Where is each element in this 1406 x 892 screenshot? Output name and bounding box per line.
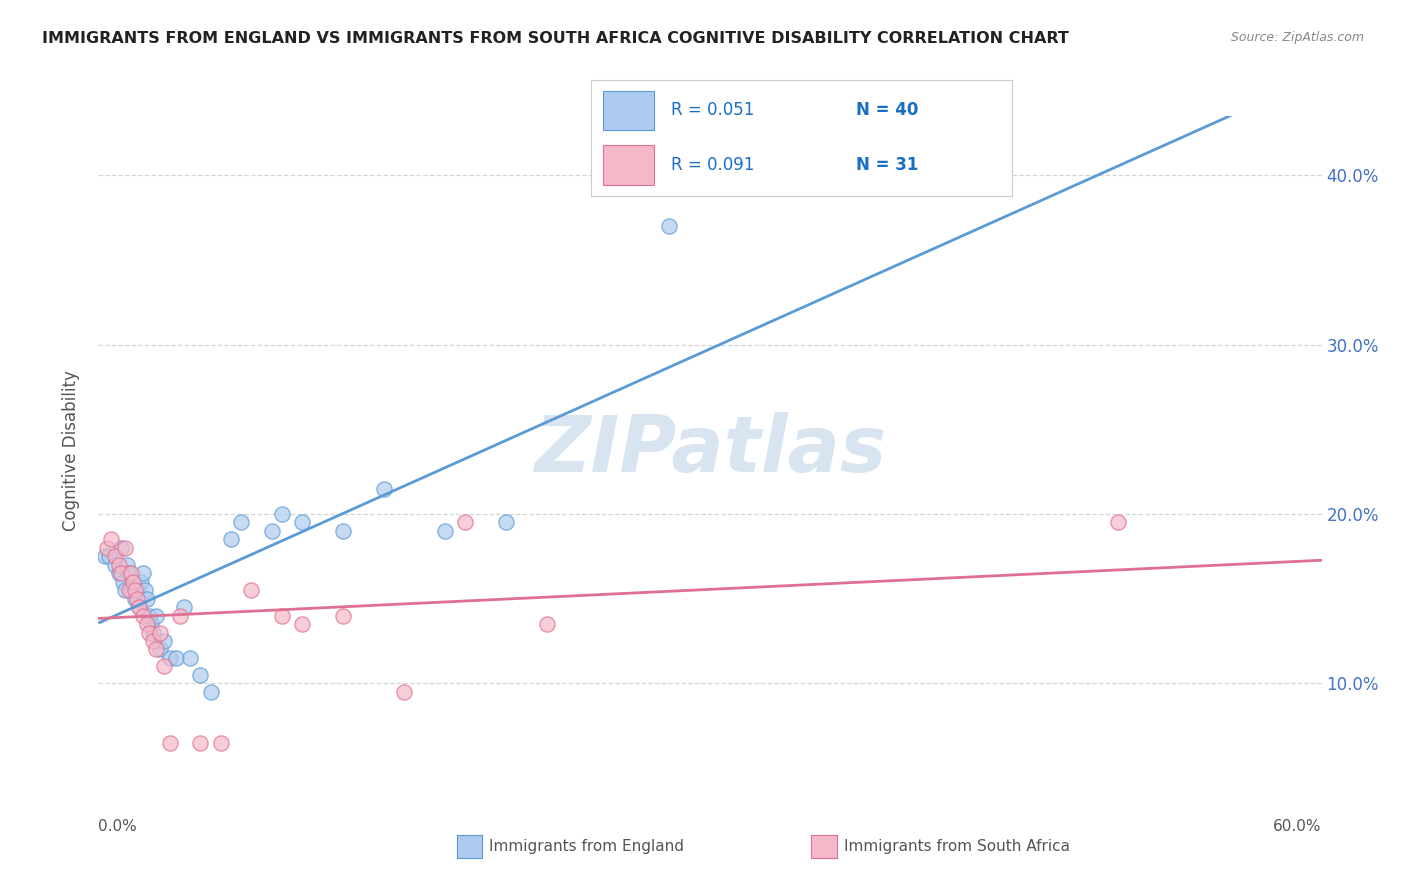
Point [145,642,167,657]
Text: IMMIGRANTS FROM ENGLAND VS IMMIGRANTS FROM SOUTH AFRICA COGNITIVE DISABILITY COR: IMMIGRANTS FROM ENGLAND VS IMMIGRANTS FR… [42,31,1069,46]
Text: N = 40: N = 40 [856,102,918,120]
Point [114,583,136,598]
Point [132,566,155,581]
Point [231,516,253,530]
Point [100,533,122,547]
Point [240,583,263,598]
Point [122,574,145,589]
Point [128,600,150,615]
Point [152,659,174,673]
Text: ZIPatlas: ZIPatlas [534,412,886,489]
Point [114,541,136,555]
Point [132,608,155,623]
Point [188,668,212,682]
Point [141,617,163,632]
Point [136,591,159,606]
Point [159,651,181,665]
Point [434,524,457,538]
Text: R = 0.051: R = 0.051 [671,102,754,120]
Point [124,583,146,598]
Point [118,566,141,581]
Point [1107,516,1129,530]
Point [108,566,131,581]
Bar [603,91,654,130]
Point [129,574,152,589]
Point [120,566,142,581]
Point [270,507,294,521]
Point [104,558,127,572]
Point [159,736,181,750]
Point [110,566,132,581]
Point [134,583,156,598]
Point [122,574,145,589]
Text: N = 31: N = 31 [856,156,918,174]
Point [291,617,314,632]
Point [536,617,558,632]
Point [120,583,142,598]
Point [219,533,242,547]
Point [200,685,222,699]
Point [149,625,172,640]
Point [138,608,160,623]
Text: 60.0%: 60.0% [1274,819,1322,834]
Text: 0.0%: 0.0% [98,819,138,834]
Text: Immigrants from South Africa: Immigrants from South Africa [844,839,1070,854]
Point [332,608,354,623]
Point [118,583,141,598]
Point [188,736,212,750]
Point [145,608,167,623]
Point [173,600,195,615]
Text: Immigrants from England: Immigrants from England [489,839,685,854]
Point [169,608,191,623]
Point [108,558,131,572]
Point [658,219,681,233]
Text: R = 0.091: R = 0.091 [671,156,754,174]
Point [127,591,149,606]
Point [260,524,283,538]
Point [392,685,416,699]
Point [136,617,159,632]
Point [124,591,146,606]
Point [97,549,120,564]
Point [179,651,201,665]
Point [152,634,174,648]
Point [373,482,395,496]
Point [142,625,165,640]
Point [138,625,160,640]
Y-axis label: Cognitive Disability: Cognitive Disability [62,370,80,531]
Text: Source: ZipAtlas.com: Source: ZipAtlas.com [1230,31,1364,45]
Point [110,541,132,555]
Point [149,642,172,657]
Point [93,549,115,564]
Point [115,558,138,572]
Point [128,600,150,615]
Point [142,634,165,648]
Bar [603,145,654,185]
Point [209,736,232,750]
Point [96,541,118,555]
Point [104,549,127,564]
Point [270,608,294,623]
Point [332,524,354,538]
Point [495,516,517,530]
Point [111,574,134,589]
Point [291,516,314,530]
Point [165,651,187,665]
Point [127,583,149,598]
Point [454,516,477,530]
